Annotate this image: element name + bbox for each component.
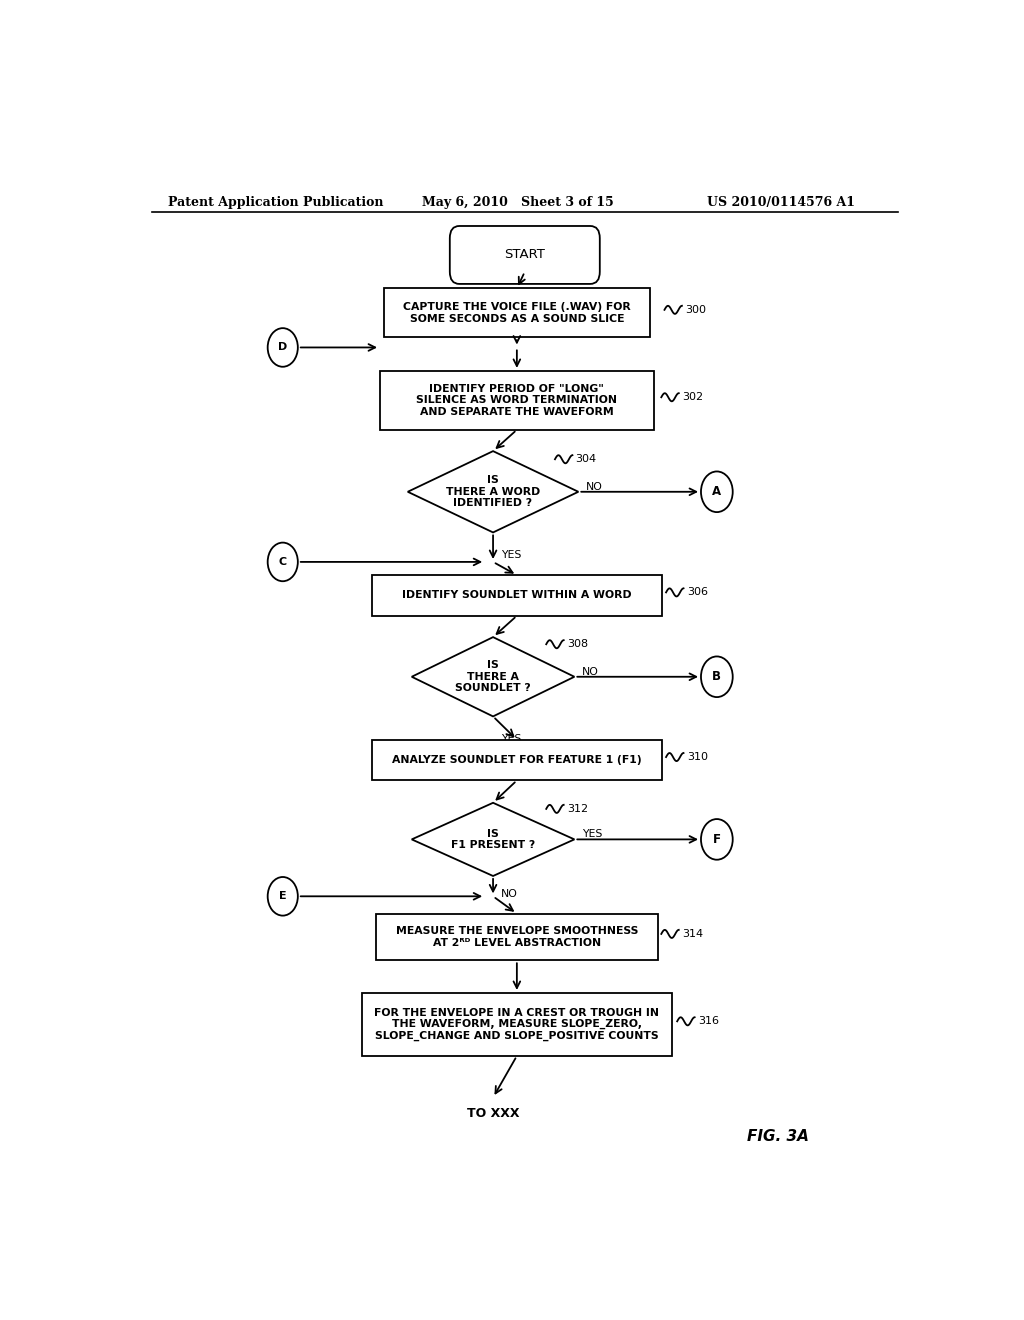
Polygon shape [412,638,574,717]
Text: 308: 308 [567,639,588,649]
Text: 310: 310 [687,752,708,762]
Text: F: F [713,833,721,846]
Text: MEASURE THE ENVELOPE SMOOTHNESS
AT 2ᴿᴰ LEVEL ABSTRACTION: MEASURE THE ENVELOPE SMOOTHNESS AT 2ᴿᴰ L… [395,927,638,948]
Text: YES: YES [501,550,521,560]
Text: 316: 316 [697,1016,719,1027]
Text: E: E [279,891,287,902]
Text: 312: 312 [567,804,588,814]
Circle shape [701,656,733,697]
Text: 306: 306 [687,587,708,598]
Text: D: D [279,342,288,352]
Circle shape [267,876,298,916]
Text: IDENTIFY PERIOD OF "LONG"
SILENCE AS WORD TERMINATION
AND SEPARATE THE WAVEFORM: IDENTIFY PERIOD OF "LONG" SILENCE AS WOR… [417,384,617,417]
Bar [372,576,662,616]
Bar [372,739,662,780]
Polygon shape [408,451,579,532]
Circle shape [267,543,298,581]
Text: FIG. 3A: FIG. 3A [748,1129,809,1143]
Text: FOR THE ENVELOPE IN A CREST OR TROUGH IN
THE WAVEFORM, MEASURE SLOPE_ZERO,
SLOPE: FOR THE ENVELOPE IN A CREST OR TROUGH IN… [375,1007,659,1041]
Text: NO: NO [587,482,603,491]
Polygon shape [412,803,574,876]
Bar [376,913,657,961]
Circle shape [701,818,733,859]
Bar [362,993,672,1056]
Text: 304: 304 [575,454,597,465]
Text: B: B [713,671,721,684]
Text: ANALYZE SOUNDLET FOR FEATURE 1 (F1): ANALYZE SOUNDLET FOR FEATURE 1 (F1) [392,755,642,766]
Text: YES: YES [501,734,521,743]
Circle shape [701,471,733,512]
Text: 302: 302 [682,392,703,403]
Bar [380,371,653,430]
Text: IDENTIFY SOUNDLET WITHIN A WORD: IDENTIFY SOUNDLET WITHIN A WORD [402,590,632,601]
Text: A: A [713,486,722,498]
Text: Patent Application Publication: Patent Application Publication [168,195,383,209]
Text: May 6, 2010   Sheet 3 of 15: May 6, 2010 Sheet 3 of 15 [422,195,613,209]
Text: C: C [279,557,287,566]
Text: NO: NO [501,890,518,899]
Text: YES: YES [583,829,603,840]
Text: CAPTURE THE VOICE FILE (.WAV) FOR
SOME SECONDS AS A SOUND SLICE: CAPTURE THE VOICE FILE (.WAV) FOR SOME S… [403,302,631,323]
Text: NO: NO [583,667,599,677]
Text: 300: 300 [685,305,707,315]
Text: IS
THERE A WORD
IDENTIFIED ?: IS THERE A WORD IDENTIFIED ? [445,475,541,508]
Text: 314: 314 [682,929,703,939]
Text: IS
THERE A
SOUNDLET ?: IS THERE A SOUNDLET ? [456,660,530,693]
Text: TO XXX: TO XXX [467,1107,519,1121]
Text: IS
F1 PRESENT ?: IS F1 PRESENT ? [451,829,536,850]
Bar [384,289,650,338]
Text: US 2010/0114576 A1: US 2010/0114576 A1 [708,195,855,209]
Circle shape [267,329,298,367]
Text: START: START [505,248,545,261]
FancyBboxPatch shape [450,226,600,284]
